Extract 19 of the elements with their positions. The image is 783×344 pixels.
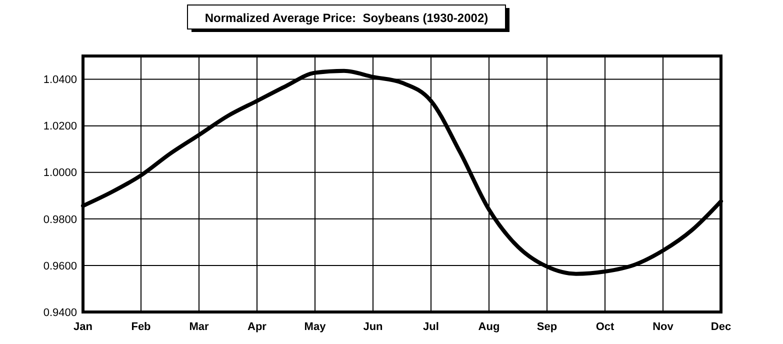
x-tick-label: Jan (74, 321, 93, 333)
x-tick-label: Dec (710, 321, 732, 333)
x-tick-label: Mar (189, 321, 210, 333)
x-tick-label: Jul (423, 321, 439, 333)
x-tick-label: Nov (652, 321, 674, 333)
x-tick-label: Oct (596, 321, 614, 333)
y-tick-label: 1.0000 (43, 167, 77, 180)
x-tick-label: Sep (536, 321, 558, 333)
y-tick-label: 0.9400 (43, 306, 77, 319)
chart-title: Normalized Average Price: Soybeans (1930-2002) (204, 11, 488, 25)
x-tick-label: Jun (363, 321, 384, 333)
y-tick-label: 1.0200 (43, 120, 77, 133)
y-tick-label: 0.9800 (43, 214, 77, 226)
y-tick-label: 0.9600 (43, 260, 77, 272)
y-tick-label: 1.0400 (43, 74, 77, 86)
x-tick-label: May (304, 321, 327, 333)
x-tick-label: Feb (131, 321, 152, 333)
x-tick-label: Aug (478, 321, 500, 333)
x-tick-label: Apr (248, 321, 268, 333)
